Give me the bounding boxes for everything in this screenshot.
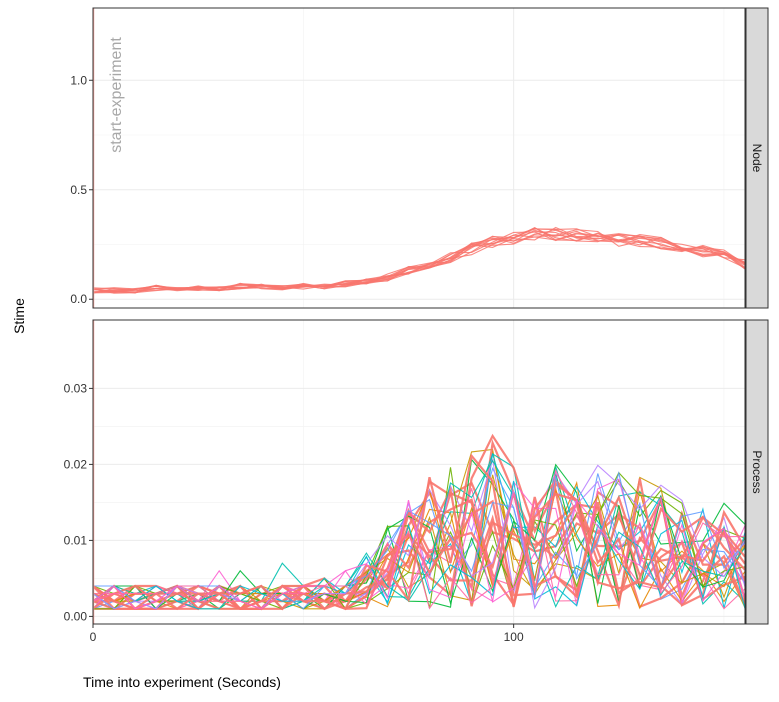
- panel-background: [93, 8, 745, 308]
- process-series-line: [93, 453, 745, 611]
- process-series-line: [93, 497, 745, 610]
- panel-border: [92, 7, 746, 309]
- process-series-line: [93, 468, 745, 610]
- y-tick-label: 0.03: [64, 381, 88, 395]
- process-series-line: [93, 470, 745, 610]
- panel-border: [92, 319, 746, 625]
- start-experiment-annotation: start-experiment: [108, 37, 125, 153]
- x-tick-label: 0: [90, 630, 97, 644]
- y-tick-label: 0.0: [70, 292, 87, 306]
- y-tick-label: 0.01: [64, 533, 88, 547]
- facet-strip: [745, 319, 769, 625]
- process-series-line: [93, 459, 745, 610]
- y-tick-label: 0.5: [70, 183, 87, 197]
- node-series-line: [93, 226, 745, 290]
- x-axis-title: Time into experiment (Seconds): [83, 674, 281, 690]
- y-tick-label: 0.02: [64, 457, 88, 471]
- y-tick-label: 1.0: [70, 73, 87, 87]
- x-tick-label: 100: [504, 630, 524, 644]
- facet-strip-label: Process: [750, 450, 764, 493]
- process-series-line: [93, 480, 745, 610]
- facet-strip-label: Node: [750, 144, 764, 173]
- node-series-line: [93, 226, 745, 294]
- facet-strip: [745, 7, 769, 309]
- series-group: [93, 433, 745, 611]
- series-group: [93, 226, 745, 294]
- y-tick-label: 0.00: [64, 609, 88, 623]
- process-series-line: [93, 492, 745, 611]
- y-axis-title: Stime: [11, 298, 27, 334]
